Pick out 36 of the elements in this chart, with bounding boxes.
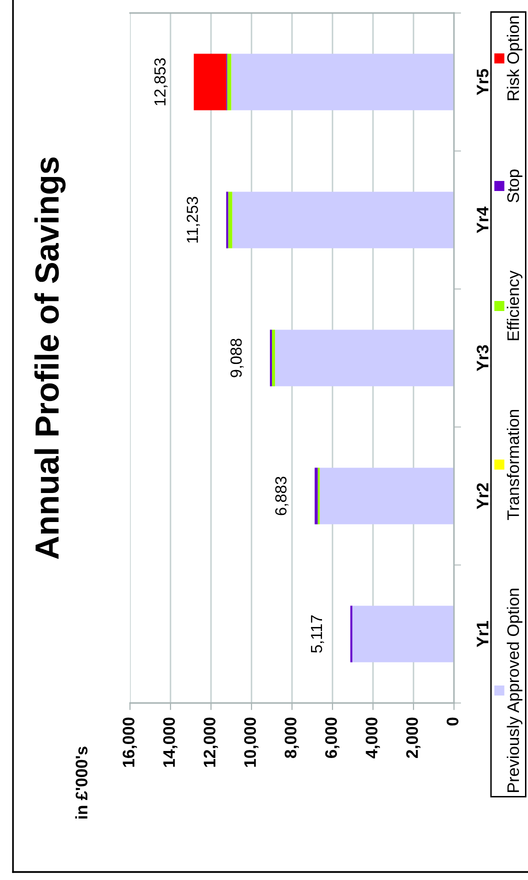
- y-tick-label: Yr5: [476, 69, 488, 96]
- x-tick-label: 14,000: [163, 718, 178, 767]
- total-label: 5,117: [311, 615, 324, 653]
- legend-label: Risk Option: [506, 16, 522, 100]
- y-tick-label: Yr1: [476, 621, 488, 648]
- bar: [228, 192, 232, 248]
- bar: [274, 330, 454, 386]
- bar: [352, 606, 454, 662]
- legend-label: Transformation: [506, 410, 520, 520]
- bar: [314, 468, 318, 524]
- total-label: 6,883: [275, 476, 288, 516]
- x-tick-label: 8,000: [284, 718, 299, 758]
- legend-label: Efficiency: [506, 270, 522, 340]
- bar: [231, 54, 454, 110]
- bar: [194, 54, 226, 110]
- x-tick-label: 4,000: [366, 718, 380, 758]
- total-label: 9,088: [230, 338, 244, 378]
- total-label: 12,853: [154, 58, 168, 106]
- x-tick-label: 2,000: [406, 718, 420, 758]
- legend-label: Stop: [507, 170, 522, 202]
- legend-label: Previously Approved Option: [506, 588, 522, 792]
- bar: [320, 468, 454, 524]
- x-tick-label: 6,000: [325, 718, 340, 758]
- text: in £'000's: [75, 746, 88, 819]
- y-tick-label: Yr2: [476, 483, 488, 510]
- x-tick-label: 12,000: [204, 718, 218, 767]
- total-label: 11,253: [186, 196, 200, 243]
- bar: [227, 54, 232, 110]
- bar: [272, 330, 275, 386]
- bar: [232, 192, 454, 248]
- x-tick-label: 0: [446, 718, 458, 726]
- text: Annual Profile of Savings: [34, 157, 66, 560]
- x-tick-label: 10,000: [244, 718, 258, 767]
- x-tick-label: 16,000: [122, 718, 137, 767]
- y-tick-label: Yr4: [476, 206, 488, 234]
- y-tick-label: Yr3: [476, 345, 488, 372]
